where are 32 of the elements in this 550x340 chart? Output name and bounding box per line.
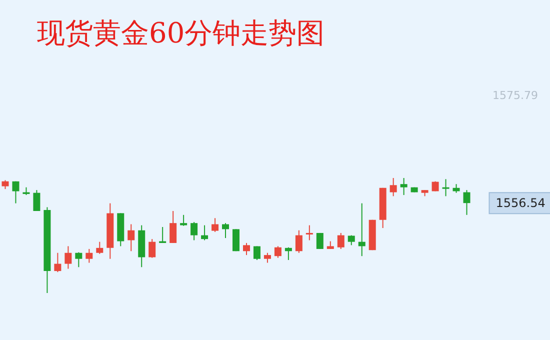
candlestick xyxy=(180,214,188,226)
candlestick xyxy=(400,178,408,196)
candlestick xyxy=(358,202,366,257)
candlestick xyxy=(242,242,250,256)
candlestick xyxy=(54,252,62,273)
candlestick xyxy=(316,232,324,250)
candlestick xyxy=(264,252,271,264)
chart-title: 现货黄金60分钟走势图 xyxy=(37,16,325,50)
candlestick xyxy=(201,224,208,241)
candlestick xyxy=(463,190,470,216)
candlestick xyxy=(306,224,313,241)
candlestick xyxy=(442,178,450,197)
candlestick xyxy=(128,224,135,252)
candlestick xyxy=(64,246,72,270)
candlestick xyxy=(284,246,292,260)
candlestick xyxy=(86,248,93,264)
candlestick xyxy=(75,252,82,268)
candlestick xyxy=(12,180,20,204)
candlestick xyxy=(337,232,344,250)
candlestick xyxy=(274,246,282,258)
candlestick xyxy=(253,246,260,260)
text: 1556.54 xyxy=(496,196,546,210)
candlestick xyxy=(148,238,156,258)
candlestick xyxy=(96,241,104,254)
candlestick xyxy=(190,222,198,241)
candlestick xyxy=(212,218,219,232)
candlestick xyxy=(222,222,230,239)
candlestick xyxy=(295,230,302,254)
candlestick xyxy=(390,178,397,197)
candlestick xyxy=(232,228,240,252)
candlestick xyxy=(170,210,177,244)
candlestick xyxy=(33,190,40,212)
